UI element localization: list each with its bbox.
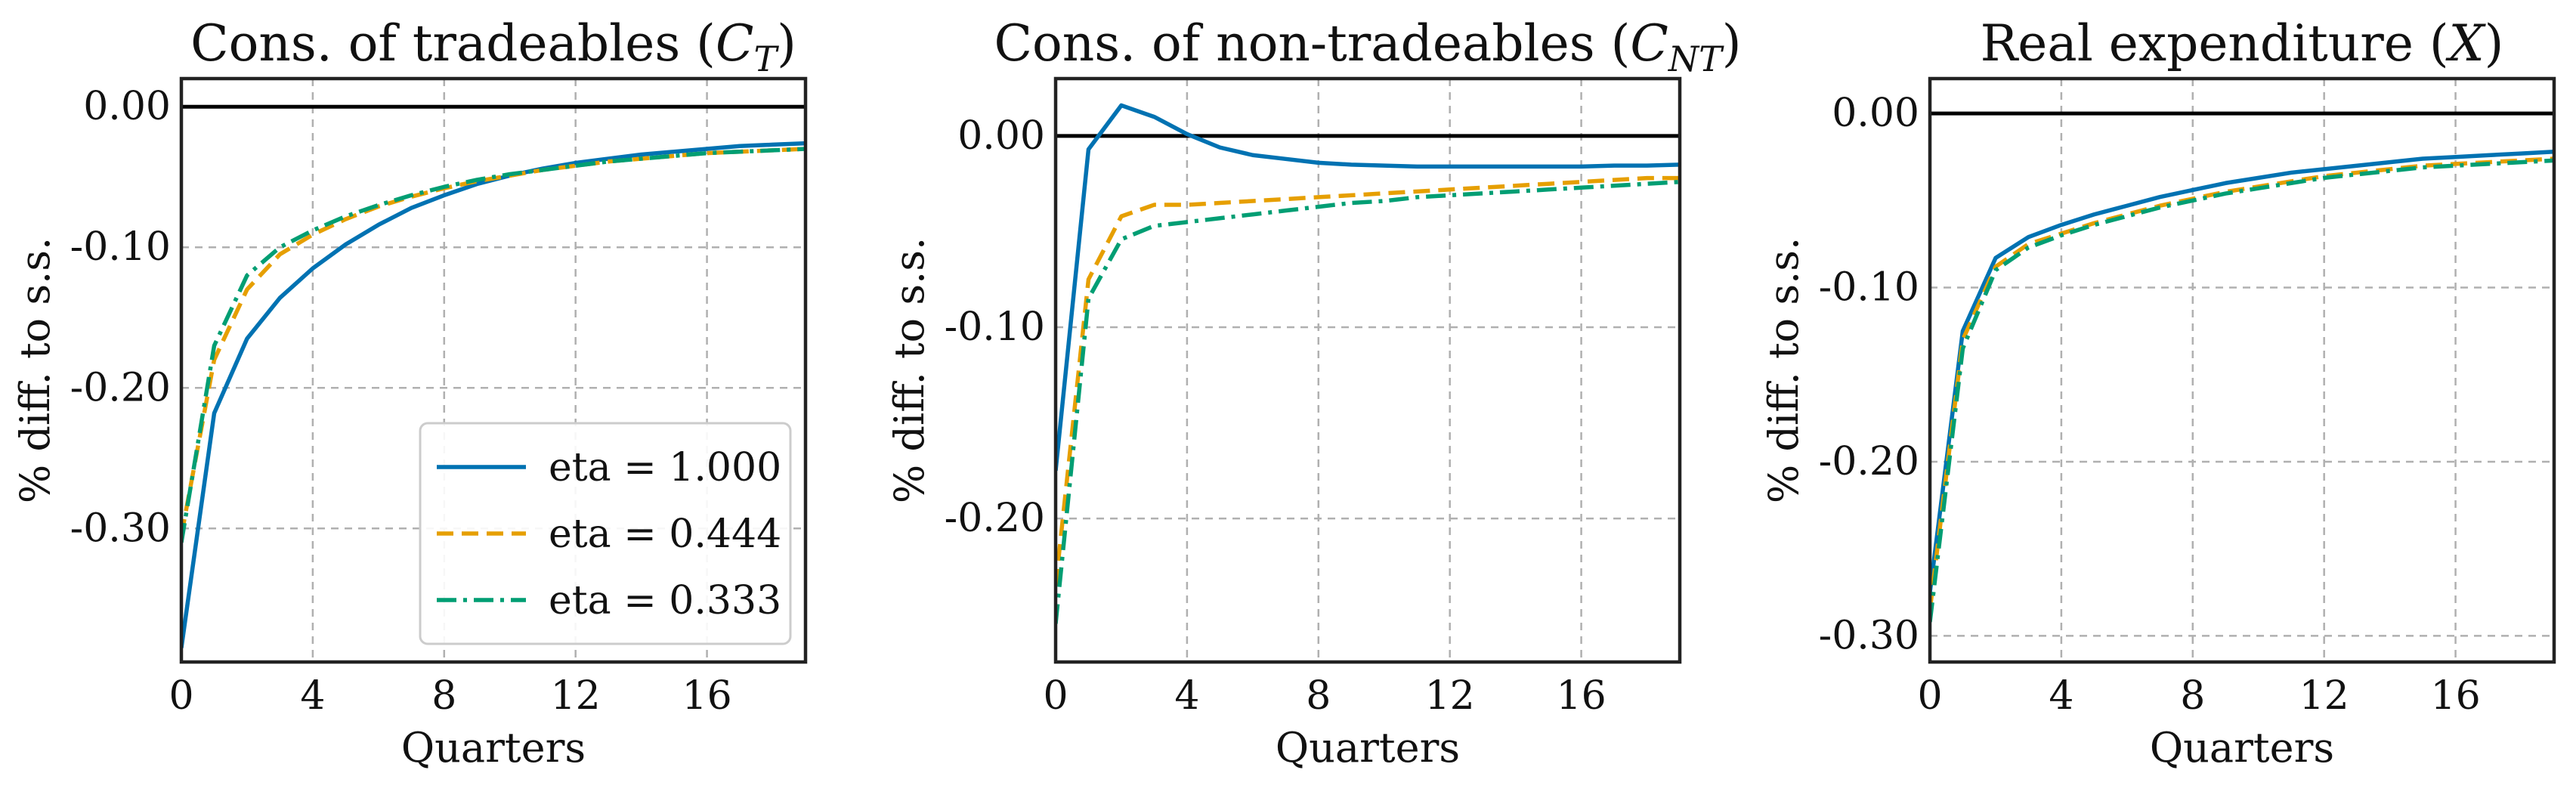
x-axis-label: Quarters [1276,724,1460,772]
x-tick-label: 0 [1917,673,1942,719]
y-tick-label: -0.10 [945,305,1045,350]
series-group [1930,150,2554,623]
axes-frame [1053,76,1682,664]
title-variable: C [716,14,754,73]
y-tick-label: -0.30 [70,506,171,551]
legend-label: eta = 0.333 [549,578,781,623]
y-axis-label: % diff. to s.s. [886,237,933,503]
panel-2: 0 4 8 12 16 0.00 -0.10 -0.20 Quarters % diff. to … [886,14,1742,772]
series-group [1056,103,1680,624]
title-text: Real expenditure ( [1981,14,2449,73]
title-close: ) [2485,14,2504,73]
x-tick-label: 12 [551,673,601,719]
legend-label: eta = 0.444 [549,512,781,557]
title-subscript: T [753,39,779,79]
series-line-dashdot [1930,158,2554,623]
x-axis-label: Quarters [2150,724,2334,772]
x-tick-label: 0 [169,673,193,719]
x-tick-label: 12 [1425,673,1475,719]
y-tick-label: 0.00 [957,113,1045,159]
x-tick-label: 8 [1306,673,1331,719]
y-tick-label: -0.20 [70,365,171,410]
legend-box [419,422,792,645]
legend: eta = 1.000 eta = 0.444 eta = 0.333 [419,422,792,645]
y-tick-label: -0.20 [1819,439,1919,484]
axes-frame [1928,76,2556,664]
series-line-dashed [1930,156,2554,611]
series-line-dashdot [181,147,806,543]
panel-title: Real expenditure (X) [1981,14,2504,73]
x-axis-label: Quarters [401,724,586,772]
title-close: ) [1722,14,1742,73]
title-variable: C [1630,14,1668,73]
x-tick-label: 8 [2180,673,2205,719]
y-tick-label: 0.00 [83,84,171,129]
series-line-solid [1930,150,2554,593]
series-line-solid [1056,103,1680,472]
panel-title: Cons. of non-tradeables (CNT) [994,14,1741,79]
title-subscript: NT [1668,39,1724,79]
y-tick-label: -0.10 [1819,265,1919,311]
series-line-dashdot [1056,179,1680,624]
y-tick-label: -0.10 [70,224,171,270]
x-tick-label: 4 [300,673,325,719]
y-tick-label: -0.30 [1819,613,1919,658]
x-tick-label: 4 [1174,673,1199,719]
y-axis-label: % diff. to s.s. [11,237,59,503]
x-tick-label: 4 [2049,673,2073,719]
x-tick-label: 8 [431,673,456,719]
y-tick-label: -0.20 [945,496,1045,541]
panel-1: 0 4 8 12 16 0.00 -0.10 -0.20 -0.30 Quarters % diff… [11,14,808,772]
title-variable: X [2445,14,2487,73]
x-tick-label: 16 [2430,673,2480,719]
title-text: Cons. of non-tradeables ( [994,14,1630,73]
x-tick-label: 16 [1556,673,1606,719]
y-tick-label: 0.00 [1832,91,1919,136]
axes-frame [179,76,808,664]
panel-title: Cons. of tradeables (CT) [190,14,796,79]
series-group [181,141,806,648]
y-axis-label: % diff. to s.s. [1760,237,1808,503]
title-text: Cons. of tradeables ( [190,14,716,73]
title-close: ) [777,14,796,73]
legend-label: eta = 1.000 [549,445,781,490]
x-tick-label: 0 [1043,673,1068,719]
series-line-dashed [1056,175,1680,586]
x-tick-label: 16 [682,673,731,719]
x-tick-label: 12 [2299,673,2349,719]
panel-3: 0 4 8 12 16 0.00 -0.10 -0.20 -0.30 Quarters % diff… [1760,14,2556,772]
